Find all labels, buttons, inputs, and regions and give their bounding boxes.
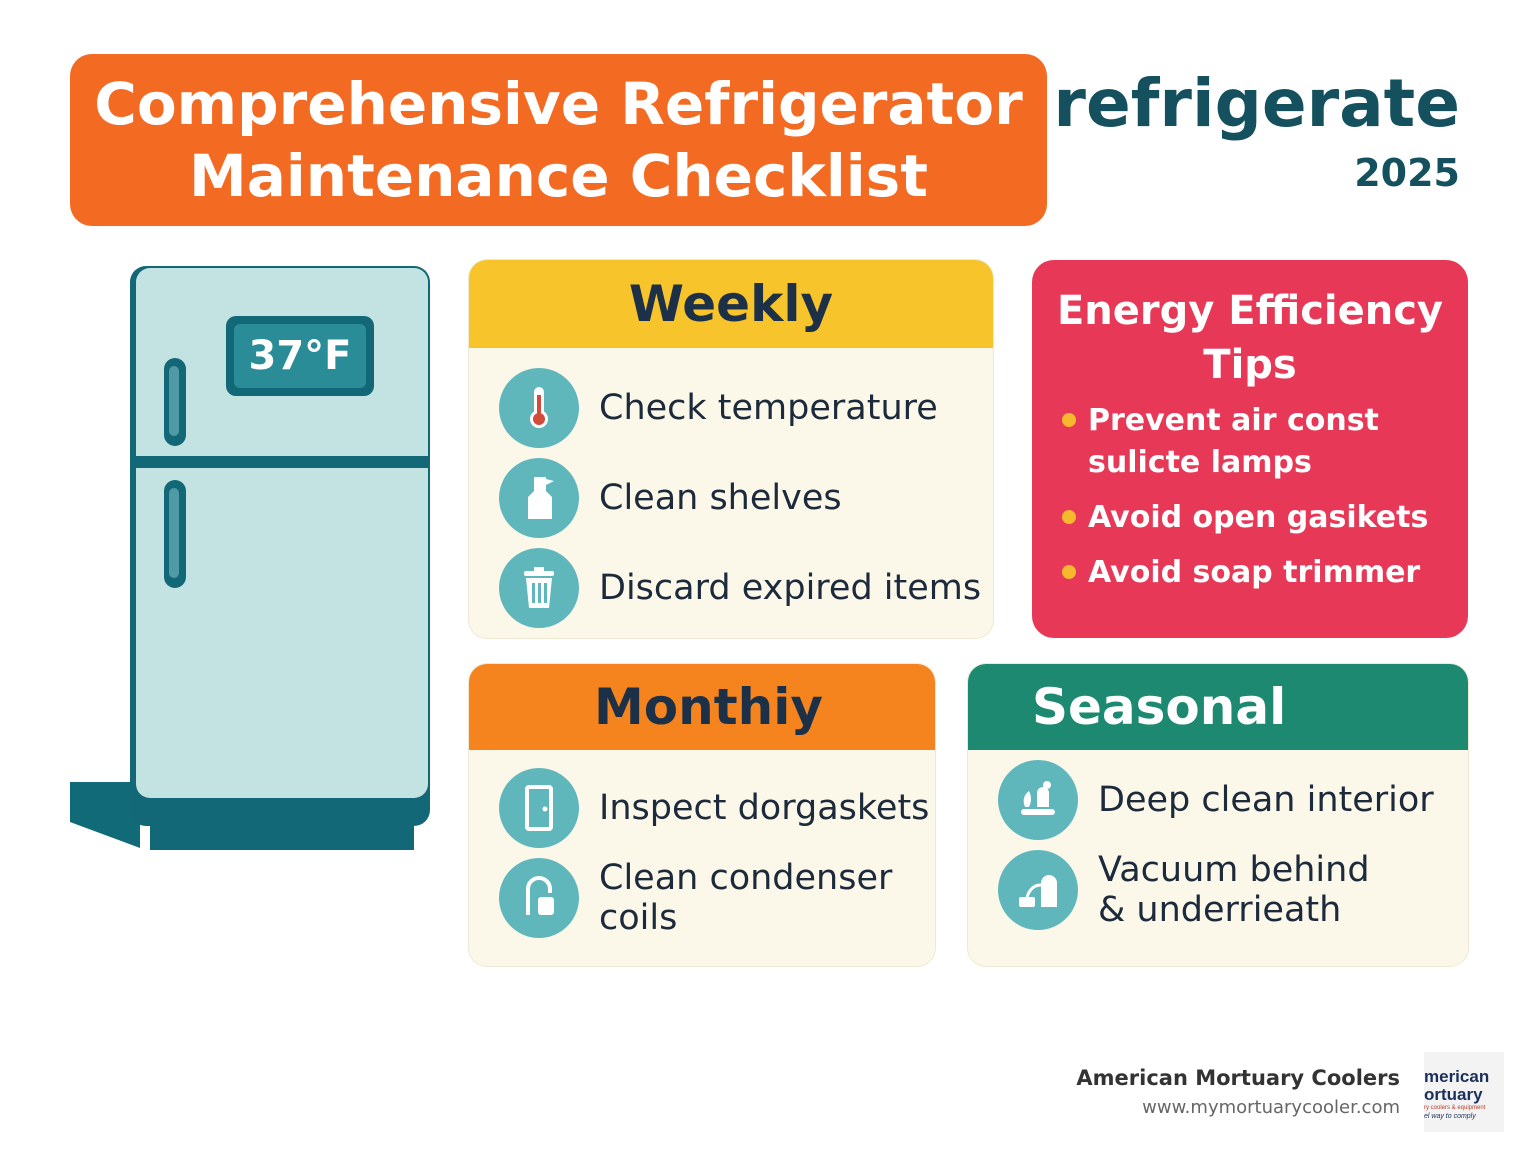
brand: refrigerate 2025 (1053, 66, 1460, 198)
energy-tips-list: Prevent air const sulicte lamps Avoid op… (1032, 400, 1468, 594)
list-item: Check temperature (499, 368, 938, 448)
company-logo: merican ortuary ry coolers & equipment e… (1424, 1052, 1504, 1132)
weekly-heading: Weekly (469, 260, 993, 348)
list-item: Avoid open gasikets (1062, 497, 1468, 539)
bullet-icon (1062, 510, 1076, 524)
cleaning-icon (998, 760, 1078, 840)
energy-heading: Energy Efficiency Tips (1056, 288, 1444, 388)
list-item: Avoid soap trimmer (1062, 552, 1468, 594)
temperature-display: 37°F (248, 333, 352, 379)
refrigerator-illustration: 37°F (60, 262, 440, 862)
task-label: Inspect dorgaskets (599, 788, 930, 828)
brand-name: refrigerate (1053, 65, 1460, 142)
seasonal-card: Seasonal Deep clean interior Vacuum behi… (968, 664, 1468, 966)
title-line-1: Comprehensive Refrigerator (94, 70, 1023, 138)
coil-brush-icon (499, 858, 579, 938)
tip-text: Avoid soap trimmer (1088, 555, 1421, 590)
tip-text: Prevent air const (1088, 403, 1379, 438)
trash-can-icon (499, 548, 579, 628)
list-item: Vacuum behind & underrieath (998, 850, 1370, 930)
monthly-card: Monthiy Inspect dorgaskets Clean condens… (469, 664, 935, 966)
footer: American Mortuary Coolers www.mymortuary… (1076, 1064, 1400, 1124)
thermometer-icon (499, 368, 579, 448)
brand-year: 2025 (1354, 151, 1460, 195)
weekly-card: Weekly Check temperature Clean shelves D… (469, 260, 993, 638)
task-label: Vacuum behind & underrieath (1098, 850, 1370, 930)
door-icon (499, 768, 579, 848)
task-label: Clean condenser coils (599, 858, 893, 938)
bullet-icon (1062, 413, 1076, 427)
vacuum-icon (998, 850, 1078, 930)
list-item: Prevent air const sulicte lamps (1062, 400, 1468, 484)
monthly-heading: Monthiy (469, 664, 935, 750)
task-label: Check temperature (599, 388, 938, 428)
list-item: Clean shelves (499, 458, 842, 538)
company-url: www.mymortuarycooler.com (1142, 1097, 1400, 1118)
list-item: Discard expired items (499, 548, 981, 628)
list-item: Deep clean interior (998, 760, 1434, 840)
seasonal-heading: Seasonal (968, 664, 1468, 750)
tip-text: Avoid open gasikets (1088, 500, 1429, 535)
bullet-icon (1062, 565, 1076, 579)
title-line-2: Maintenance Checklist (189, 142, 928, 210)
list-item: Clean condenser coils (499, 858, 892, 938)
task-label: Discard expired items (599, 568, 982, 608)
company-name: American Mortuary Coolers (1076, 1066, 1400, 1090)
energy-efficiency-card: Energy Efficiency Tips Prevent air const… (1032, 260, 1468, 638)
task-label: Deep clean interior (1098, 780, 1434, 820)
spray-bottle-icon (499, 458, 579, 538)
task-label: Clean shelves (599, 478, 842, 518)
title-banner: Comprehensive Refrigerator Maintenance C… (70, 54, 1047, 226)
list-item: Inspect dorgaskets (499, 768, 929, 848)
tip-text: sulicte lamps (1088, 445, 1312, 480)
